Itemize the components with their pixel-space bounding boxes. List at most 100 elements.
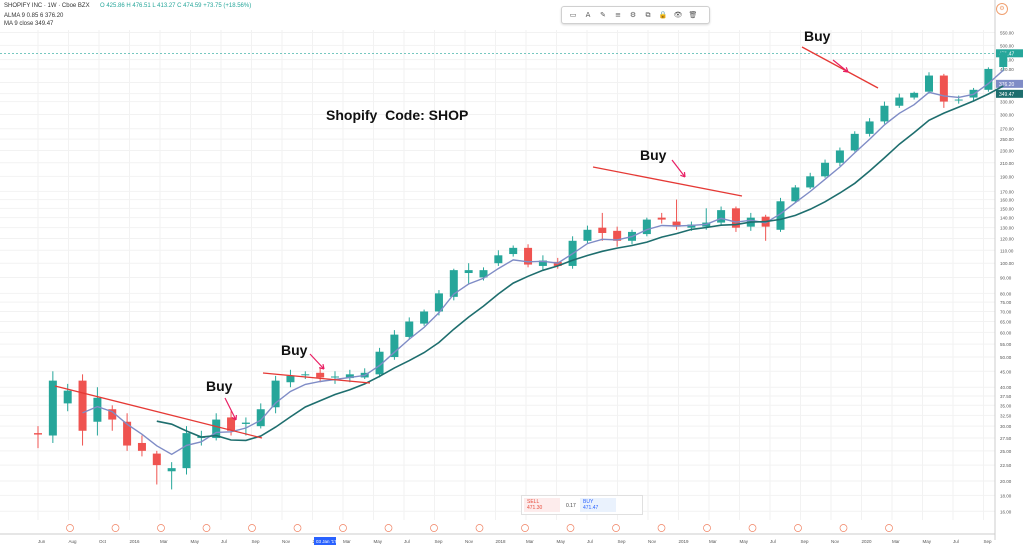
time-tick-label: Jul [221, 539, 227, 544]
candle-body [553, 261, 562, 266]
price-tick-label: 18.00 [1000, 493, 1012, 498]
ma2-price-label: 349.47 [999, 92, 1015, 98]
candle-body [598, 227, 607, 233]
candle-body [286, 375, 295, 383]
spread-value: 0.17 [566, 503, 576, 509]
time-tick-label: Sep [252, 539, 261, 544]
price-tick-label: 140.00 [1000, 216, 1014, 221]
ma2-legend[interactable]: MA 9 close 349.47 [4, 21, 54, 27]
trendline [54, 385, 263, 439]
sell-button[interactable]: SELL 471.30 [524, 498, 560, 512]
candle-body [479, 270, 488, 278]
price-tick-label: 190.00 [1000, 174, 1014, 179]
earnings-marker [885, 524, 893, 532]
ma1-line [82, 69, 1004, 456]
settings-icon[interactable]: ⚙ [629, 11, 637, 19]
drawing-toolbar: ▭ A ✎ ≡ ⚙ ⧉ 🔒 👁 🗑 [561, 6, 710, 24]
candle-body [256, 409, 265, 427]
candle-body [672, 221, 681, 227]
earnings-marker [248, 524, 256, 532]
time-tick-label: Nov [465, 539, 474, 544]
buy-arrow [832, 59, 849, 73]
price-tick-label: 150.00 [1000, 206, 1014, 211]
price-tick-label: 20.00 [1000, 479, 1012, 484]
sell-label: SELL [527, 499, 540, 505]
time-tick-label: May [740, 539, 749, 544]
time-tick-label: Sep [435, 539, 444, 544]
lock-icon[interactable]: 🔒 [658, 11, 668, 19]
time-tick-label: May [923, 539, 932, 544]
ma2-line [156, 85, 1004, 442]
price-tick-label: 420.00 [1000, 67, 1014, 72]
visibility-icon[interactable]: 👁 [673, 11, 683, 19]
crosshair-time-label: 03 Jan '17 [316, 539, 337, 544]
price-tick-label: 55.00 [1000, 342, 1012, 347]
candle-body [821, 162, 830, 177]
candle-body [583, 229, 592, 241]
candle-body [910, 92, 919, 98]
time-tick-label: 2018 [496, 539, 507, 544]
time-tick-label: May [374, 539, 383, 544]
earnings-marker [384, 524, 393, 532]
buy-annotation: Buy [206, 378, 233, 394]
earnings-marker [657, 524, 666, 532]
candle-body [850, 133, 859, 151]
time-tick-label: Oct [99, 539, 107, 544]
buy-label: BUY [583, 499, 594, 505]
earnings-marker [430, 524, 438, 532]
buy-arrow [309, 353, 325, 370]
earnings-marker [293, 524, 302, 532]
candle-body [316, 372, 325, 378]
earnings-marker [612, 524, 620, 532]
earnings-marker [703, 524, 711, 532]
price-tick-label: 16.00 [1000, 509, 1012, 514]
trendline [801, 46, 879, 89]
candle-body [63, 390, 72, 404]
candle-body [271, 380, 280, 408]
ma1-price-box [996, 79, 1023, 88]
candle-body [108, 409, 117, 420]
ohlc-readout: O 425.86 H 476.51 L 413.27 C 474.59 +73.… [100, 3, 252, 9]
price-tick-label: 270.00 [1000, 127, 1014, 132]
candle-body [642, 219, 651, 235]
candle-body [984, 68, 993, 90]
buy-arrow [224, 397, 237, 421]
ma1-legend[interactable]: ALMA 9 0.85 6 376.20 [4, 13, 64, 19]
price-tick-label: 30.00 [1000, 424, 1012, 429]
buy-arrow [671, 159, 686, 178]
rectangle-icon[interactable]: ▭ [569, 11, 577, 19]
candle-body [390, 334, 399, 358]
line-style-icon[interactable]: ≡ [615, 11, 621, 19]
trendline [262, 372, 371, 384]
price-tick-label: 250.00 [1000, 137, 1014, 142]
time-tick-label: Mar [709, 539, 717, 544]
candle-body [939, 75, 948, 102]
pencil-icon[interactable]: ✎ [600, 11, 606, 19]
last-price-box [996, 49, 1023, 58]
candle-body [925, 75, 933, 92]
buy-arrow-head [319, 363, 325, 370]
time-tick-label: Sep [801, 539, 810, 544]
buy-button[interactable]: BUY 471.47 [580, 498, 616, 512]
trash-icon[interactable]: 🗑 [688, 11, 698, 19]
price-tick-label: 70.00 [1000, 309, 1012, 314]
template-icon[interactable]: ⧉ [645, 11, 651, 19]
candle-body [434, 293, 443, 312]
time-tick-label: Sep [984, 539, 993, 544]
chart-header: SHOPIFY INC · 1W · Cboe BZX O 425.86 H 4… [0, 0, 1024, 30]
price-tick-label: 80.00 [1000, 291, 1012, 296]
symbol-label[interactable]: SHOPIFY INC · 1W · Cboe BZX [4, 3, 90, 9]
candle-body [420, 311, 429, 324]
time-tick-label: Jun [38, 539, 46, 544]
price-tick-label: 32.50 [1000, 413, 1012, 418]
candle-body [331, 376, 339, 378]
price-tick-label: 210.00 [1000, 161, 1014, 166]
price-tick-label: 120.00 [1000, 237, 1014, 242]
price-tick-label: 45.00 [1000, 369, 1012, 374]
chart-settings-icon[interactable]: ⚙ [996, 3, 1008, 15]
time-tick-label: Nov [648, 539, 657, 544]
text-color-icon[interactable]: A [585, 11, 591, 19]
candle-body [227, 417, 236, 431]
price-tick-label: 110.00 [1000, 248, 1014, 253]
